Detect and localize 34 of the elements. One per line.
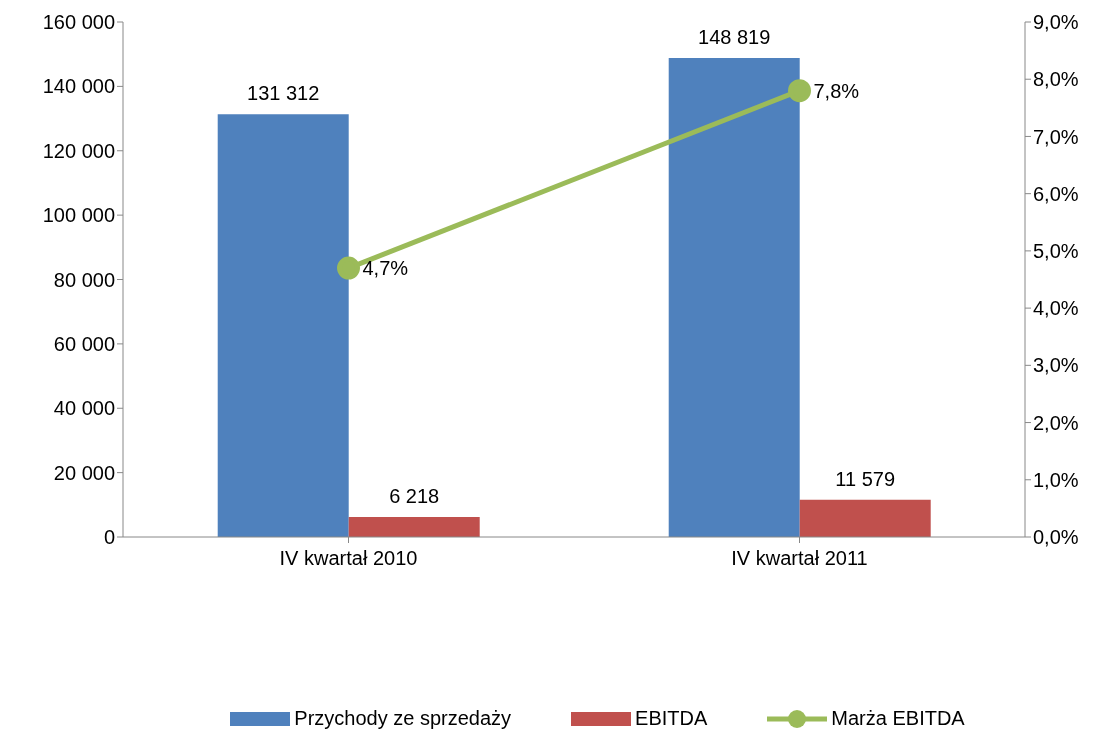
data-label: 4,7% <box>362 257 409 280</box>
y2-tick-label: 2,0% <box>1033 411 1079 434</box>
y-tick-label: 20 000 <box>53 461 115 484</box>
y2-tick-label: 6,0% <box>1033 182 1079 205</box>
legend-label: Przychody ze sprzedaży <box>294 707 512 730</box>
y2-tick-label: 5,0% <box>1033 239 1079 262</box>
y-tick-label: 60 000 <box>53 332 115 355</box>
y2-tick-label: 9,0% <box>1033 11 1079 34</box>
bar <box>668 57 800 537</box>
y2-tick-label: 8,0% <box>1033 68 1079 91</box>
y2-tick-label: 7,0% <box>1033 125 1079 148</box>
y2-tick-label: 0,0% <box>1033 526 1079 549</box>
y-tick-label: 0 <box>103 526 115 549</box>
y2-tick-label: 1,0% <box>1033 468 1079 491</box>
y-tick-label: 100 000 <box>42 204 115 227</box>
y-tick-label: 140 000 <box>42 75 115 98</box>
bar <box>799 499 931 537</box>
data-label: 148 819 <box>698 25 771 48</box>
bar <box>348 516 480 537</box>
y-tick-label: 40 000 <box>53 397 115 420</box>
bar <box>217 114 349 537</box>
data-label: 6 218 <box>389 484 440 507</box>
y-tick-label: 80 000 <box>53 268 115 291</box>
x-tick-label: IV kwartał 2010 <box>279 547 418 570</box>
y2-tick-label: 3,0% <box>1033 354 1079 377</box>
legend-label: Marża EBITDA <box>831 707 965 730</box>
data-label: 131 312 <box>247 82 320 105</box>
data-label: 11 579 <box>835 467 896 490</box>
data-label: 7,8% <box>813 79 860 102</box>
legend-label: EBITDA <box>635 707 708 730</box>
y-tick-label: 120 000 <box>42 139 115 162</box>
x-tick-label: IV kwartał 2011 <box>731 547 868 570</box>
y-tick-label: 160 000 <box>42 11 115 34</box>
y2-tick-label: 4,0% <box>1033 297 1079 320</box>
